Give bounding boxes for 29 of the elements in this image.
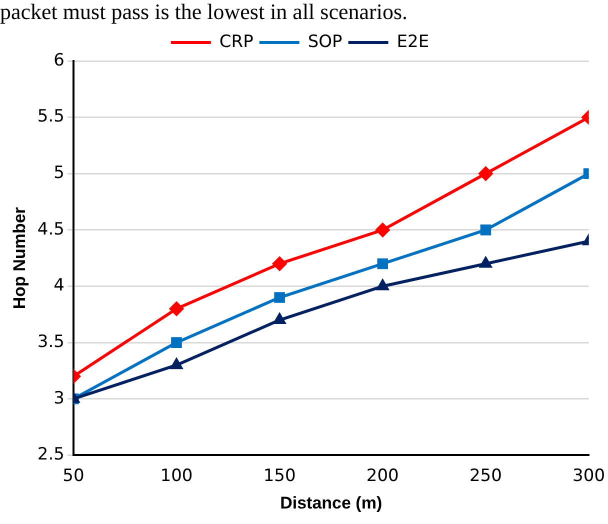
y-axis-title: Hop Number xyxy=(10,206,29,310)
x-tick-label: 250 xyxy=(469,466,502,486)
y-tick-label: 5.5 xyxy=(37,106,64,127)
y-tick-label: 3 xyxy=(54,388,64,408)
point xyxy=(170,302,184,316)
x-tick-label: 200 xyxy=(366,466,399,486)
point xyxy=(272,256,287,271)
y-tick-label: 3.5 xyxy=(37,332,64,352)
x-tick-label: 300 xyxy=(572,466,606,486)
point xyxy=(376,280,388,290)
point xyxy=(171,337,182,348)
x-axis-title: Distance (m) xyxy=(280,493,382,512)
y-tick-label: 4.5 xyxy=(37,219,64,240)
point xyxy=(377,258,388,270)
x-tick-label: 100 xyxy=(160,466,193,486)
point xyxy=(376,222,390,237)
point xyxy=(170,358,182,370)
y-tick-label: 4 xyxy=(54,276,64,296)
legend-label: CRP xyxy=(219,32,254,52)
x-tick-label: 50 xyxy=(62,466,84,486)
point xyxy=(274,292,285,303)
y-tick-label: 5 xyxy=(54,163,64,184)
legend-label: SOP xyxy=(308,32,342,52)
legend-label: E2E xyxy=(396,32,430,52)
point xyxy=(274,314,286,324)
y-tick-label: 6 xyxy=(54,50,64,70)
y-tick-label: 2.5 xyxy=(37,444,64,465)
text: packet must pass is the lowest in all scenarios. xyxy=(0,0,408,24)
x-tick-label: 150 xyxy=(263,466,296,486)
